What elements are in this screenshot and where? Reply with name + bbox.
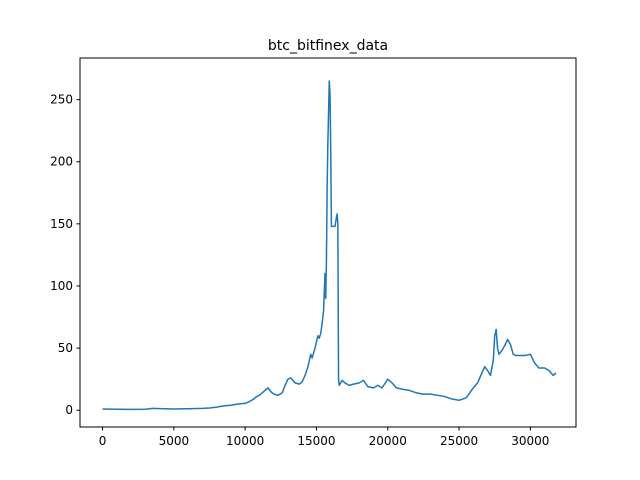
y-tick-label: 100: [50, 279, 73, 293]
x-tick-label: 25000: [440, 434, 478, 448]
y-tick-label: 150: [50, 217, 73, 231]
series-line-0: [102, 80, 557, 411]
x-tick-label: 10000: [226, 434, 264, 448]
y-tick-label: 50: [58, 341, 73, 355]
axes-frame: [79, 57, 577, 428]
x-axis: 0 5000 10000 15000 20000 25000 30000: [99, 427, 549, 448]
x-tick-label: 20000: [369, 434, 407, 448]
chart-title: btc_bitfinex_data: [268, 38, 388, 54]
x-tick-label: 0: [99, 434, 107, 448]
y-tick-label: 250: [50, 93, 73, 107]
plot-area: [79, 57, 577, 428]
y-tick-label: 0: [65, 403, 73, 417]
x-tick-label: 30000: [511, 434, 549, 448]
y-axis: 0 50 100 150 200 250: [50, 93, 80, 417]
x-tick-label: 5000: [159, 434, 190, 448]
y-tick-label: 200: [50, 155, 73, 169]
x-tick-label: 15000: [297, 434, 335, 448]
series-layer: [102, 80, 557, 411]
